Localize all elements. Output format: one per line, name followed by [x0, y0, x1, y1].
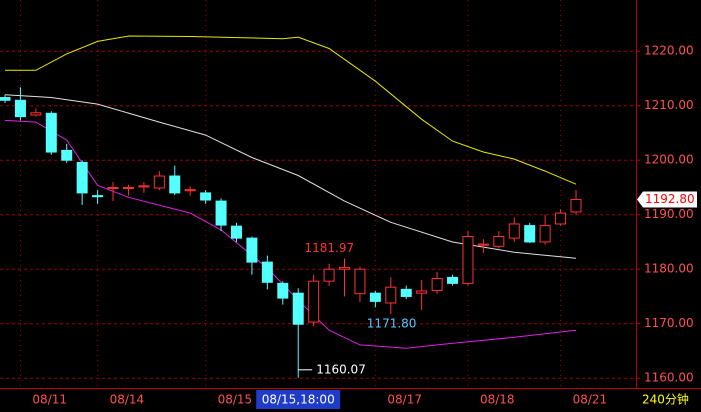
candle-body: [369, 292, 381, 302]
period-label: 240分钟: [642, 392, 689, 407]
candle-body: [107, 186, 119, 190]
candle-body: [555, 212, 567, 225]
candle-body: [30, 112, 42, 116]
last-price-label: 1192.80: [645, 192, 695, 206]
candle-body: [45, 112, 57, 153]
candle-body: [462, 236, 474, 284]
x-tick-label: 08/14: [110, 393, 145, 407]
candle-body: [92, 195, 104, 198]
candle-body: [76, 161, 88, 194]
last-price-box: [637, 191, 697, 208]
candle-body: [261, 261, 273, 283]
y-tick-label: 1180.00: [644, 262, 694, 276]
candle-body: [354, 268, 366, 295]
x-tick-label: 08/11: [32, 393, 67, 407]
y-tick-label: 1160.00: [644, 371, 694, 385]
candle-body: [493, 236, 505, 247]
y-tick-label: 1190.00: [644, 207, 694, 221]
band-line: [4, 94, 577, 259]
candle-body: [447, 276, 459, 284]
candle-body: [246, 237, 258, 263]
y-tick-label: 1210.00: [644, 98, 694, 112]
candle-body: [184, 189, 196, 192]
candle-body: [385, 286, 397, 304]
candle-body: [153, 175, 165, 189]
candle-body: [277, 282, 289, 299]
x-tick-label: 08/15: [218, 393, 253, 407]
candle-body: [477, 243, 489, 246]
period-box: [638, 390, 700, 410]
candle-body: [138, 185, 150, 188]
annotation-label: 1171.80: [367, 316, 417, 330]
candle-body: [200, 192, 212, 201]
x-tick-label: 08/21: [573, 393, 608, 407]
candle-body: [308, 280, 320, 323]
candle-body: [215, 200, 227, 226]
candle-body: [122, 186, 134, 190]
x-tick-label: 08/17: [387, 393, 422, 407]
candle-body: [416, 290, 428, 294]
band-line: [4, 119, 577, 349]
annotation-label: 1160.07: [316, 362, 366, 376]
annotation-label: 1181.97: [305, 241, 355, 255]
candle-body: [570, 198, 582, 213]
x-tick-label: 08/18: [480, 393, 515, 407]
candle-body: [431, 277, 443, 291]
band-line: [5, 35, 577, 185]
y-tick-label: 1200.00: [644, 153, 694, 167]
candle-body: [339, 267, 351, 270]
candle-body: [508, 223, 520, 239]
candle-body: [292, 292, 304, 325]
y-tick-label: 1220.00: [644, 44, 694, 58]
candle-body: [0, 97, 11, 101]
candle-body: [400, 288, 412, 297]
candle-body: [323, 268, 335, 282]
cursor-label: 08/15,18:00: [262, 393, 335, 407]
candle-body: [14, 99, 26, 118]
candle-body: [524, 225, 536, 243]
candle-body: [169, 175, 181, 194]
cursor-box: [256, 390, 341, 409]
y-tick-label: 1170.00: [644, 316, 694, 330]
candle-body: [61, 149, 73, 161]
candle-body: [230, 225, 242, 239]
candle-body: [539, 225, 551, 243]
